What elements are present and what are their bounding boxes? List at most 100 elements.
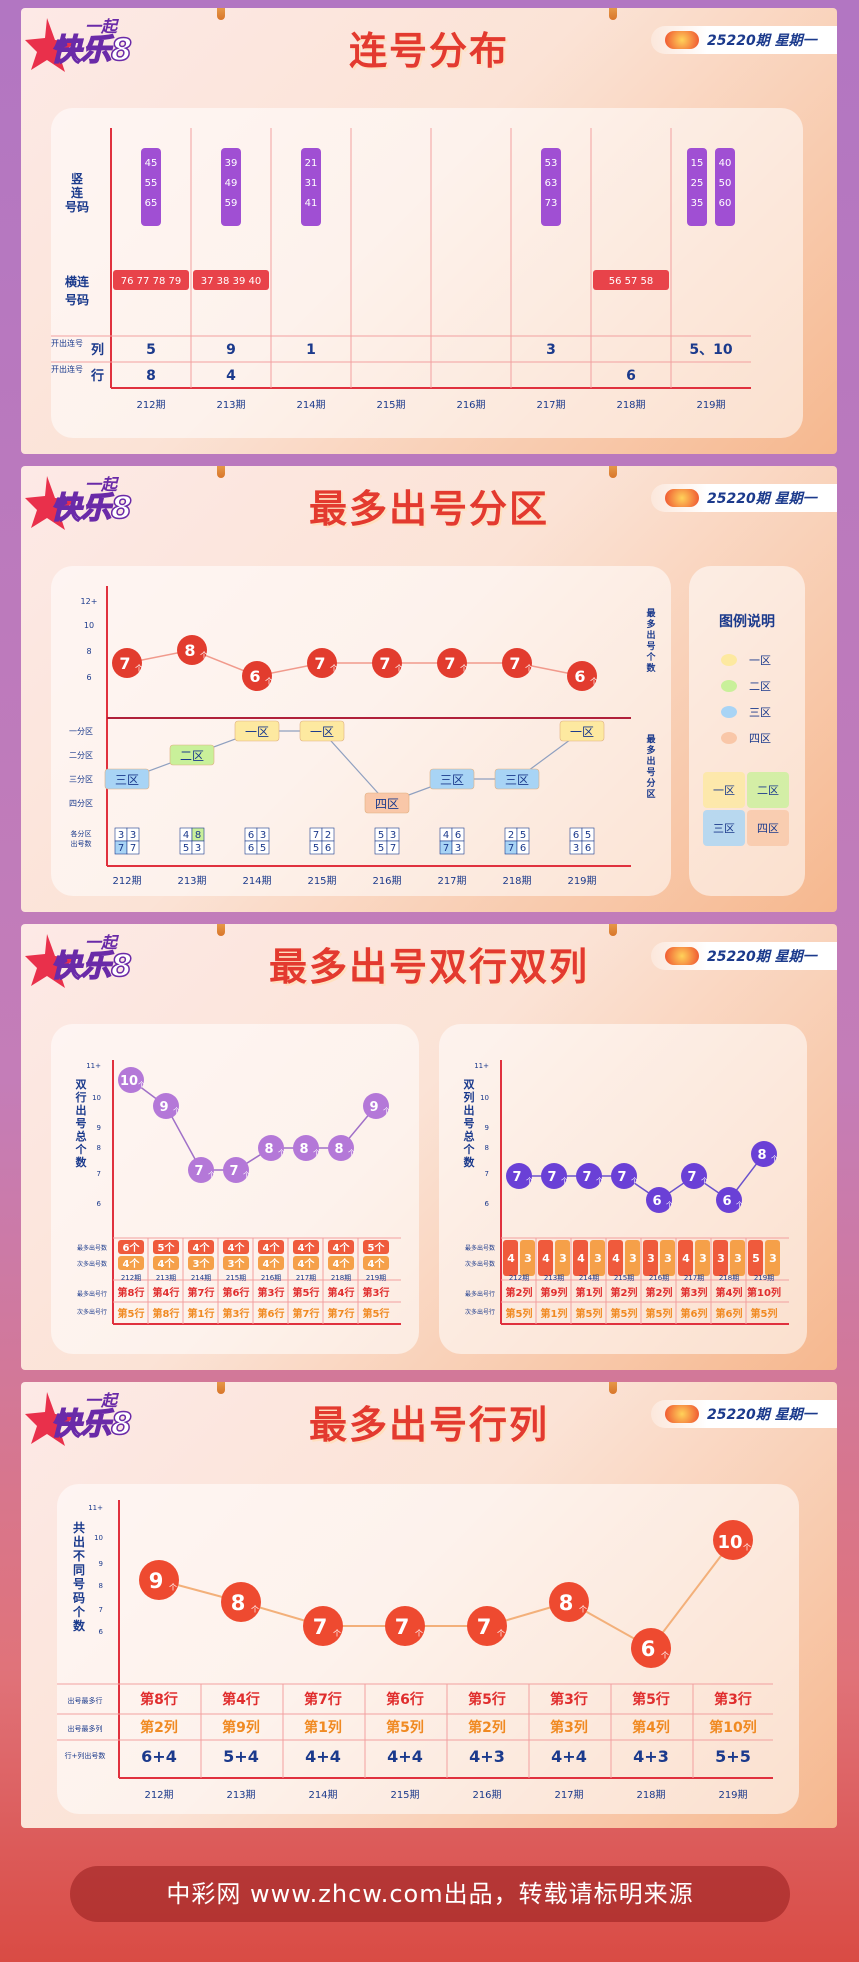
max-row-value: 第3行 <box>550 1691 588 1708</box>
open-col-value: 1 <box>306 342 316 358</box>
series-unit: 个 <box>333 1629 341 1638</box>
series-label: 7 <box>582 1170 591 1185</box>
sec-count-box <box>695 1240 710 1276</box>
axis-label-zone: 多 <box>646 744 655 756</box>
max-line-value: 第4行 <box>328 1286 355 1299</box>
count-marker <box>242 661 272 691</box>
zone-grid-value: 6 <box>248 843 254 854</box>
y-tick: 7 <box>97 1170 101 1178</box>
zone-grid-value: 6 <box>325 843 331 854</box>
zone-grid-cell <box>451 840 465 855</box>
y-tick: 8 <box>97 1144 101 1152</box>
sec-count-value: 3 <box>629 1252 637 1265</box>
vertical-consec-number: 25 <box>691 178 704 189</box>
axis-label: 出 <box>76 1103 87 1117</box>
max-count-box <box>748 1240 763 1276</box>
vertical-consec-number: 63 <box>545 178 558 189</box>
lottery-ball-icon <box>665 1405 699 1423</box>
series-unit: 个 <box>701 1177 708 1185</box>
series-label: 7 <box>617 1170 626 1185</box>
legend-block-label: 四区 <box>757 822 779 835</box>
sec-count-value: 3 <box>559 1252 567 1265</box>
max-row-value: 第8行 <box>140 1691 178 1708</box>
max-count-value: 4个 <box>228 1241 246 1254</box>
series-marker <box>611 1163 637 1189</box>
count-label: 7 <box>444 654 455 673</box>
count-unit: 个 <box>200 651 208 660</box>
max-count-value: 4 <box>542 1252 550 1265</box>
zone-grid-value: 3 <box>573 843 579 854</box>
period-label: 218期 <box>616 399 645 411</box>
y-tick: 10 <box>94 1534 103 1542</box>
row-label-small: 开出连号 <box>51 364 83 374</box>
vertical-consec-number: 39 <box>225 158 238 169</box>
max-count-value: 4 <box>682 1252 690 1265</box>
period-label: 219期 <box>718 1789 747 1801</box>
table-row-label: 最多出号行 <box>77 1290 107 1298</box>
series-marker <box>293 1135 319 1161</box>
vertical-consec-number: 21 <box>305 158 318 169</box>
series-label: 9 <box>149 1569 164 1593</box>
sec-count-box <box>765 1240 780 1276</box>
series-unit: 个 <box>661 1651 669 1660</box>
y-tick: 11+ <box>474 1062 489 1070</box>
series-marker <box>118 1067 144 1093</box>
panel-header: 一起 快乐8 最多出号行列 25220期 星期一 <box>21 1382 837 1452</box>
period-label: 213期 <box>226 1789 255 1801</box>
series-marker <box>646 1187 672 1213</box>
axis-label: 个 <box>463 1142 476 1156</box>
series-label: 10 <box>717 1532 742 1553</box>
period-label: 219期 <box>696 399 725 411</box>
period-label: 213期 <box>216 399 245 411</box>
series-label: 9 <box>369 1100 378 1115</box>
vertical-consec-number: 59 <box>225 198 238 209</box>
period-label: 213期 <box>156 1274 176 1282</box>
zone-grid-value: 6 <box>455 830 461 841</box>
open-col-value: 5、10 <box>689 342 732 358</box>
sum-value: 5+4 <box>223 1747 259 1766</box>
horizontal-consec-bar <box>193 270 269 290</box>
sum-value: 4+4 <box>387 1747 423 1766</box>
period-label: 216期 <box>261 1274 281 1282</box>
series-label: 7 <box>229 1164 238 1179</box>
page-title: 最多出号分区 <box>308 487 549 531</box>
series-unit: 个 <box>596 1177 603 1185</box>
series-unit: 个 <box>169 1583 177 1592</box>
legend-block-label: 二区 <box>757 784 779 797</box>
zone-grid-value: 3 <box>260 830 266 841</box>
open-col-value: 5 <box>146 342 156 358</box>
zone-grid-cell <box>581 840 595 855</box>
max-line-value: 第2列 <box>646 1286 673 1299</box>
axis-label: 同 <box>73 1563 85 1577</box>
hanger <box>217 8 225 20</box>
sec-count-value: 3 <box>769 1252 777 1265</box>
series-unit: 个 <box>526 1177 533 1185</box>
max-count-value: 5个 <box>158 1241 176 1254</box>
count-label: 7 <box>119 654 130 673</box>
sec-count-value: 3 <box>734 1252 742 1265</box>
max-col-value: 第1列 <box>304 1719 342 1736</box>
max-count-value: 4 <box>577 1252 585 1265</box>
hanger <box>609 466 617 478</box>
axis-label: 双 <box>76 1078 87 1091</box>
y-tick: 6 <box>485 1200 490 1208</box>
series-label: 8 <box>231 1591 246 1615</box>
horizontal-consec-number: 56 57 58 <box>609 276 654 287</box>
sec-line-value: 第7行 <box>293 1307 320 1320</box>
period-label: 218期 <box>331 1274 351 1282</box>
y-tick: 10 <box>480 1094 489 1102</box>
max-count-box <box>678 1240 693 1276</box>
period-label: 216期 <box>472 1789 501 1801</box>
y-tick: 10 <box>84 621 94 630</box>
series-marker <box>221 1582 261 1622</box>
dual-row-card: 11+ 10 9 8 7 6 双行出号总个数 10 个 9 个 7 个 7 个 8 个 8 个 8 个 9 个最多出号数 次多… <box>51 1024 419 1354</box>
period-label: 212期 <box>121 1274 141 1282</box>
sec-line-value: 第5行 <box>363 1307 390 1320</box>
count-label: 7 <box>314 654 325 673</box>
max-count-value: 4个 <box>193 1241 211 1254</box>
sec-line-value: 第5列 <box>751 1307 778 1320</box>
row-label-horizontal: 号码 <box>65 292 89 307</box>
count-marker <box>307 648 337 678</box>
